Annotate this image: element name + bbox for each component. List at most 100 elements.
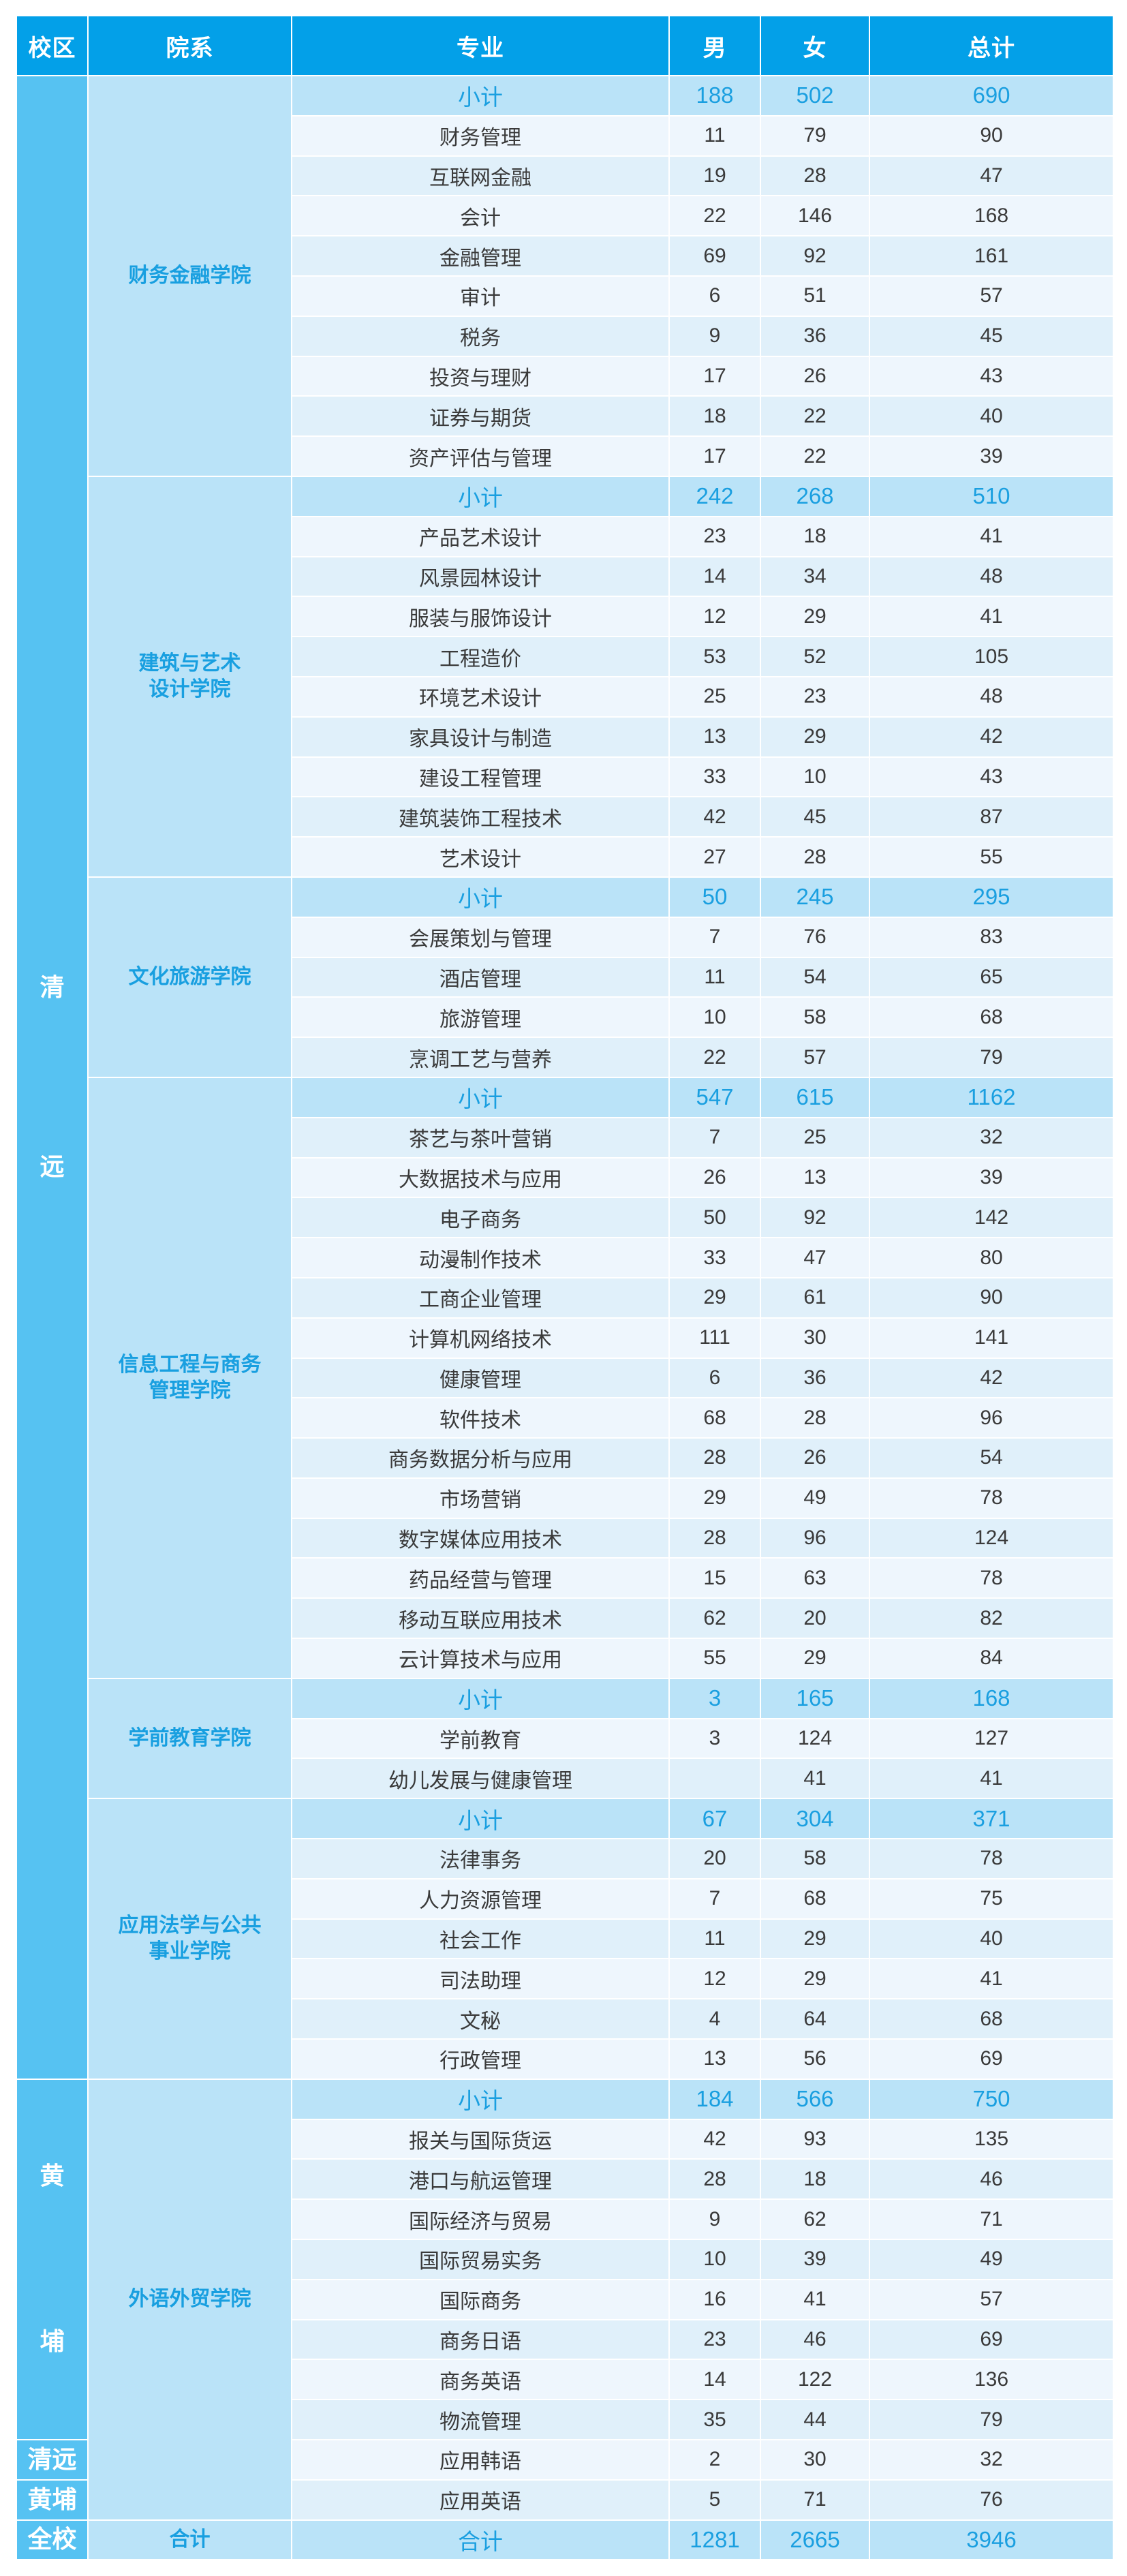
male-count: 9: [668, 2198, 761, 2241]
male-count: 28: [668, 2158, 761, 2201]
male-count: 26: [668, 1156, 761, 1199]
total-count: 142: [869, 1197, 1114, 1239]
major-name: 互联网金融: [291, 155, 670, 197]
major-name: 家具设计与制造: [291, 716, 670, 758]
male-count: 69: [668, 235, 761, 277]
female-count: 45: [760, 796, 870, 838]
table-row: 商务日语 23 46 69: [16, 2318, 1114, 2361]
female-count: 36: [760, 1357, 870, 1399]
subtotal-male: 242: [668, 475, 761, 517]
major-name: 司法助理: [291, 1958, 670, 2000]
table-row: 工商企业管理 29 61 90: [16, 1276, 1114, 1319]
table-row: 大数据技术与应用 26 13 39: [16, 1156, 1114, 1199]
department-name: 应用法学与公共 事业学院: [87, 1798, 292, 2080]
major-name: 服装与服饰设计: [291, 596, 670, 638]
total-count: 47: [869, 155, 1114, 197]
total-count: 55: [869, 836, 1114, 878]
major-name: 艺术设计: [291, 836, 670, 878]
table-row: 家具设计与制造 13 29 42: [16, 716, 1114, 758]
campus-huangpu-row: 黄埔: [16, 2479, 89, 2521]
campus-qingyuan: 清远: [16, 75, 89, 2080]
subtotal-row: 建筑与艺术 设计学院 小计 242 268 510: [16, 475, 1114, 878]
table-row: 审计 6 51 57: [16, 275, 1114, 317]
female-count: 46: [760, 2318, 870, 2361]
major-name: 建筑装饰工程技术: [291, 796, 670, 838]
total-count: 39: [869, 1156, 1114, 1199]
enrollment-table: 校区 院系 专业 男 女 总计 清远财务金融学院 小计 188 502 690 财务管理 1…: [16, 15, 1114, 2561]
total-count: 39: [869, 435, 1114, 477]
subtotal-female: 502: [760, 75, 870, 117]
major-name: 资产评估与管理: [291, 435, 670, 477]
male-count: 33: [668, 1237, 761, 1278]
header-total: 总计: [869, 15, 1114, 76]
female-count: 92: [760, 235, 870, 277]
department-name-line: 信息工程与商务: [118, 1352, 262, 1377]
male-count: 12: [668, 596, 761, 638]
department-name-text: 财务金融学院: [128, 263, 251, 288]
male-count: 62: [668, 1597, 761, 1640]
major-name: 烹调工艺与营养: [291, 1037, 670, 1078]
subtotal-male: 188: [668, 75, 761, 117]
table-row: 健康管理 6 36 42: [16, 1357, 1114, 1399]
male-count: 7: [668, 916, 761, 958]
major-name: 环境艺术设计: [291, 675, 670, 718]
table-row: 国际商务 16 41 57: [16, 2278, 1114, 2320]
table-row: 数字媒体应用技术 28 96 124: [16, 1517, 1114, 1559]
total-count: 124: [869, 1517, 1114, 1559]
major-name: 计算机网络技术: [291, 1317, 670, 1359]
total-count: 32: [869, 1116, 1114, 1159]
department-name: 外语外贸学院: [87, 2078, 292, 2521]
female-count: 41: [760, 1758, 870, 1800]
table-row: 工程造价 53 52 105: [16, 636, 1114, 677]
total-count: 68: [869, 1998, 1114, 2040]
total-count: 57: [869, 2278, 1114, 2320]
table-row: 酒店管理 11 54 65: [16, 956, 1114, 998]
major-name: 应用韩语: [291, 2439, 670, 2481]
table-row: 商务数据分析与应用 28 26 54: [16, 1437, 1114, 1479]
header-row: 校区 院系 专业 男 女 总计: [16, 15, 1114, 76]
total-count: 82: [869, 1597, 1114, 1640]
male-count: 42: [668, 796, 761, 838]
table-row: 投资与理财 17 26 43: [16, 355, 1114, 397]
female-count: 58: [760, 1838, 870, 1880]
major-name: 健康管理: [291, 1357, 670, 1399]
total-count: 48: [869, 555, 1114, 598]
male-count: 10: [668, 2239, 761, 2280]
department-name: 信息工程与商务 管理学院: [87, 1076, 292, 1679]
major-name: 移动互联应用技术: [291, 1597, 670, 1640]
male-count: 14: [668, 555, 761, 598]
total-count: 78: [869, 1557, 1114, 1599]
table-row: 法律事务 20 58 78: [16, 1838, 1114, 1880]
male-count: 10: [668, 996, 761, 1039]
total-count: 69: [869, 2038, 1114, 2080]
male-count: 55: [668, 1638, 761, 1679]
table-row: 药品经营与管理 15 63 78: [16, 1557, 1114, 1599]
subtotal-male: 547: [668, 1076, 761, 1118]
female-count: 10: [760, 756, 870, 798]
female-count: 28: [760, 1397, 870, 1439]
female-count: 28: [760, 155, 870, 197]
male-count: 28: [668, 1437, 761, 1479]
female-count: 18: [760, 2158, 870, 2201]
male-count: 27: [668, 836, 761, 878]
major-name: 茶艺与茶叶营销: [291, 1116, 670, 1159]
female-count: 58: [760, 996, 870, 1039]
male-count: 16: [668, 2278, 761, 2320]
female-count: 20: [760, 1597, 870, 1640]
total-count: 105: [869, 636, 1114, 677]
department-name-line: 设计学院: [149, 677, 231, 701]
major-name: 物流管理: [291, 2399, 670, 2441]
total-count: 135: [869, 2118, 1114, 2160]
subtotal-female: 165: [760, 1677, 870, 1719]
male-count: 6: [668, 1357, 761, 1399]
male-count: 35: [668, 2399, 761, 2441]
subtotal-female: 245: [760, 876, 870, 918]
male-count: 11: [668, 956, 761, 998]
male-count: 17: [668, 435, 761, 477]
total-count: 79: [869, 2399, 1114, 2441]
major-name: 人力资源管理: [291, 1877, 670, 1920]
campus-char: 清: [40, 973, 65, 1002]
major-name: 云计算技术与应用: [291, 1638, 670, 1679]
major-name: 数字媒体应用技术: [291, 1517, 670, 1559]
total-count: 48: [869, 675, 1114, 718]
